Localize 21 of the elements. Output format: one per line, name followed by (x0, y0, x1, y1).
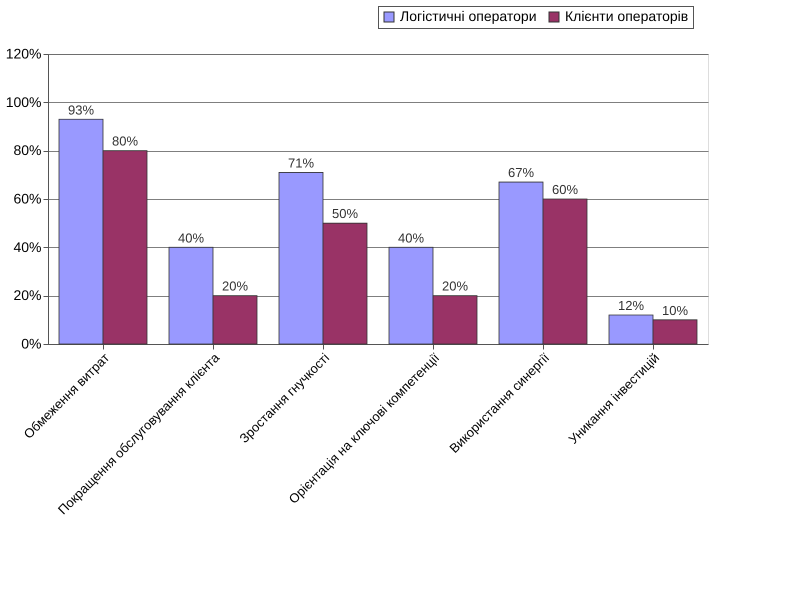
data-label: 50% (332, 206, 358, 222)
data-label: 93% (68, 102, 94, 118)
y-tick-label: 0% (21, 336, 42, 352)
data-label: 60% (552, 182, 578, 197)
y-tick-label: 100% (6, 94, 42, 110)
legend-label: Логістичні оператори (400, 8, 537, 24)
y-tick-label: 120% (6, 46, 42, 62)
y-tick-label: 40% (13, 238, 42, 255)
data-label: 20% (442, 278, 468, 294)
data-label: 20% (222, 278, 248, 294)
data-label: 12% (618, 298, 644, 313)
legend-label: Клієнти операторів (565, 8, 688, 24)
data-label: 80% (112, 134, 138, 149)
y-tick-label: 60% (13, 190, 42, 206)
y-tick-label: 80% (13, 142, 42, 158)
data-label: 40% (178, 230, 204, 246)
data-label: 40% (398, 230, 424, 246)
data-label: 67% (508, 165, 534, 180)
y-tick-label: 20% (13, 287, 42, 304)
data-label: 71% (288, 155, 314, 170)
data-label: 10% (662, 302, 688, 318)
